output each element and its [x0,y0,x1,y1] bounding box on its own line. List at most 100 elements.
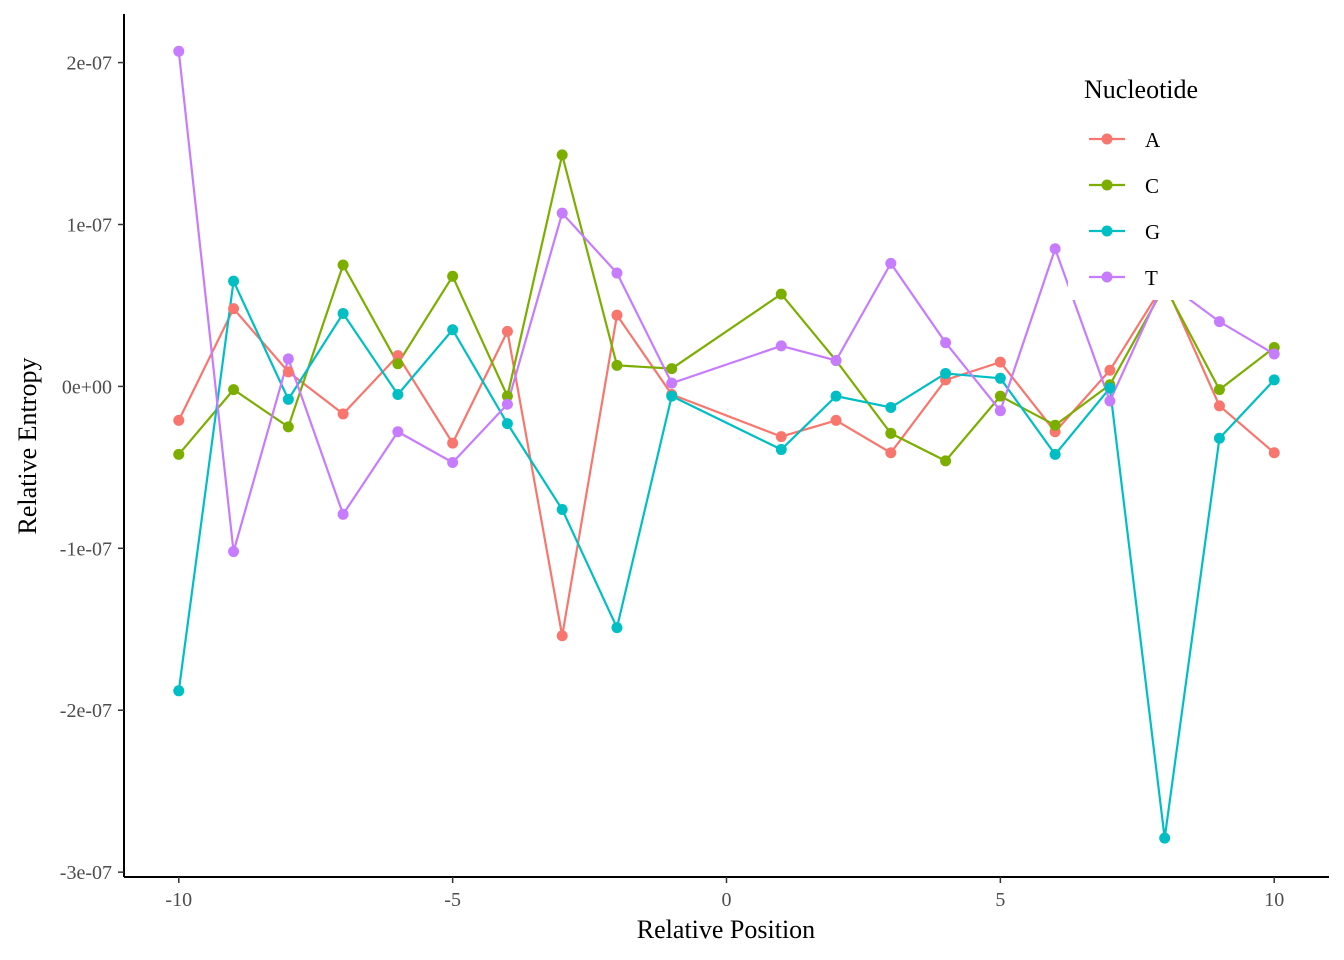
data-point-G [1213,432,1225,444]
data-point-C [1213,384,1225,396]
data-point-T [337,508,349,520]
data-point-C [994,390,1006,402]
data-point-T [940,337,952,349]
series-line-G [177,277,1276,839]
legend-key-point-T [1101,271,1113,283]
data-point-G [447,324,459,336]
data-point-G [556,503,568,515]
data-point-T [1268,348,1280,360]
data-point-G [282,393,294,405]
data-point-C [940,455,952,467]
x-axis-ticks: -10 -5 0 5 10 [165,877,1284,911]
data-point-A [447,437,459,449]
data-point-A [173,414,185,426]
y-tick-label: 2e-07 [66,53,112,75]
y-axis-title: Relative Entropy [13,358,42,535]
data-point-C [337,259,349,271]
data-point-G [501,418,513,430]
data-point-T [282,353,294,365]
data-point-C [501,390,513,402]
data-point-C [775,288,787,300]
data-point-A [556,630,568,642]
data-point-T [501,398,513,410]
data-point-T [830,355,842,366]
data-point-A [775,431,787,443]
data-point-G [830,390,842,402]
data-point-A [611,309,623,321]
data-point-A [501,325,513,337]
plot-marks [173,45,1280,844]
legend-title: Nucleotide [1084,75,1198,104]
data-point-G [173,685,185,697]
series-line-C [177,154,1275,463]
data-point-T [885,257,897,269]
data-point-T [666,377,678,389]
legend-label-A: A [1145,128,1161,152]
x-tick-label: 10 [1264,889,1284,911]
data-point-C [282,421,294,433]
data-point-C [666,363,678,375]
data-point-G [885,401,897,413]
x-tick-label: -5 [444,889,461,911]
data-point-T [1213,316,1225,328]
data-point-A [885,447,897,459]
data-point-A [228,303,240,315]
data-point-G [1104,382,1116,394]
data-point-A [830,414,842,426]
x-tick-label: -10 [165,889,192,911]
data-point-G [940,367,952,379]
y-tick-label: -2e-07 [60,700,112,722]
data-point-A [994,356,1006,368]
data-point-C [447,270,459,282]
legend-key-point-C [1101,179,1113,191]
y-axis-ticks: 2e-07 1e-07 0e+00 -1e-07 -2e-07 -3e-07 [60,53,124,884]
data-point-A [1213,400,1225,412]
data-point-T [447,457,459,468]
data-point-C [173,448,185,460]
data-point-T [173,45,185,57]
data-point-G [666,390,678,402]
series-line-A [177,280,1275,636]
data-point-A [1268,447,1280,459]
data-point-C [556,149,568,161]
y-tick-label: -3e-07 [60,862,112,884]
data-point-T [994,405,1006,417]
data-point-A [337,408,349,420]
data-point-G [994,372,1006,384]
data-point-G [228,275,240,287]
legend-background [1068,66,1238,300]
data-point-G [775,444,787,456]
data-point-G [1268,374,1280,386]
legend-label-G: G [1145,220,1160,244]
series-line-T [177,51,1275,552]
data-point-C [392,358,404,370]
data-point-T [1049,243,1061,255]
data-point-C [885,427,897,439]
legend-key-point-G [1101,225,1113,237]
data-point-T [228,546,240,558]
data-point-C [1049,419,1061,431]
data-point-T [775,340,787,352]
legend-key-point-A [1101,133,1113,145]
data-point-T [392,426,404,438]
data-point-G [611,622,623,634]
x-tick-label: 0 [722,889,732,911]
data-point-C [611,359,623,371]
data-point-T [1104,395,1116,407]
y-tick-label: 1e-07 [66,214,112,236]
x-tick-label: 5 [995,889,1005,911]
legend-label-C: C [1145,174,1159,198]
data-point-C [228,384,240,396]
data-point-G [1159,832,1171,844]
data-point-G [392,389,404,400]
data-point-G [1049,448,1061,460]
data-point-A [392,350,404,362]
y-tick-label: -1e-07 [60,538,112,560]
data-point-T [556,207,568,219]
data-point-A [1104,364,1116,376]
data-point-A [282,366,294,378]
y-tick-label: 0e+00 [62,376,112,398]
x-axis-title: Relative Position [637,915,815,944]
